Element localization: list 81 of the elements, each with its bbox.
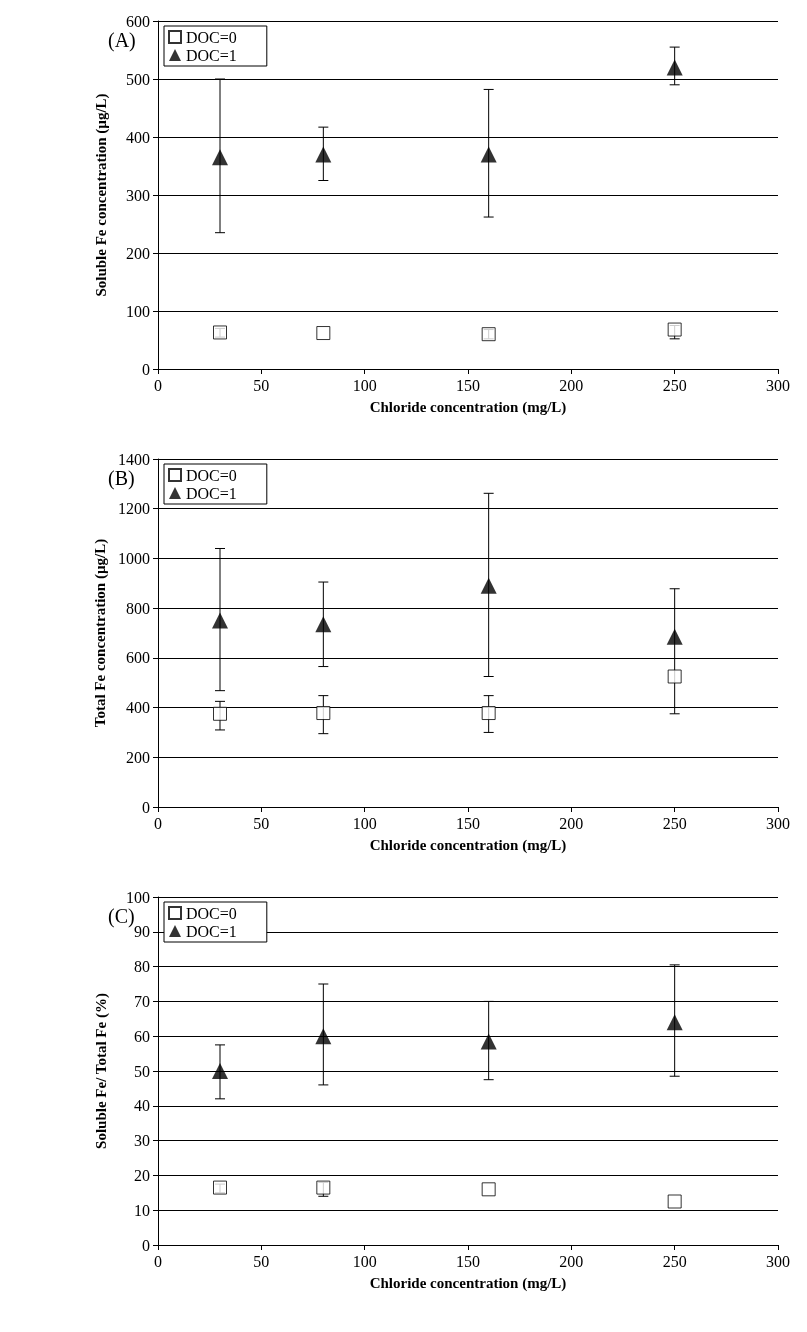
x-tick-label: 0 xyxy=(154,1252,162,1270)
x-tick-label: 150 xyxy=(456,814,480,832)
y-tick-label: 60 xyxy=(134,1027,150,1045)
point xyxy=(316,326,331,341)
x-tick-label: 200 xyxy=(559,814,584,832)
x-tick-label: 50 xyxy=(253,376,270,394)
point xyxy=(481,1182,496,1197)
y-tick-label: 90 xyxy=(134,923,150,941)
point xyxy=(667,669,682,684)
x-tick-label: 300 xyxy=(766,814,790,832)
y-tick-label: 1000 xyxy=(118,549,150,567)
x-tick-label: 100 xyxy=(352,814,377,832)
x-tick-label: 300 xyxy=(766,1252,790,1270)
text: (A) xyxy=(108,29,136,52)
y-tick-label: 0 xyxy=(142,798,150,816)
text: (B) xyxy=(108,467,135,490)
x-axis-title: Chloride concentration (mg/L) xyxy=(369,398,567,416)
y-tick-label: 300 xyxy=(126,186,150,204)
point xyxy=(315,146,332,163)
x-tick-label: 150 xyxy=(456,376,480,394)
point xyxy=(315,616,332,633)
y-tick-label: 80 xyxy=(134,958,150,976)
y-tick-label: 800 xyxy=(126,599,150,617)
y-tick-label: 0 xyxy=(142,1236,150,1254)
x-tick-label: 100 xyxy=(352,376,377,394)
y-tick-label: 200 xyxy=(126,748,150,766)
x-axis-title: Chloride concentration (mg/L) xyxy=(369,1274,567,1292)
point xyxy=(480,1033,497,1050)
point xyxy=(666,59,683,76)
point xyxy=(481,706,496,721)
y-tick-label: 30 xyxy=(134,1132,150,1150)
y-axis-title: Total Fe concentration (µg/L) xyxy=(91,538,109,728)
y-axis-title: Soluble Fe concentration (µg/L) xyxy=(92,93,110,297)
point xyxy=(667,1194,682,1209)
y-axis-title: Soluble Fe/ Total Fe (%) xyxy=(92,993,110,1149)
legend-label: DOC=0 xyxy=(186,466,237,484)
legend-label: DOC=1 xyxy=(186,922,237,940)
x-tick-label: 250 xyxy=(662,376,687,394)
x-tick-label: 50 xyxy=(253,1252,270,1270)
point xyxy=(315,1028,332,1045)
point xyxy=(212,612,228,629)
point xyxy=(480,146,497,163)
point xyxy=(316,706,331,721)
x-tick-label: 0 xyxy=(154,376,162,394)
legend-label: DOC=1 xyxy=(186,484,237,502)
y-tick-label: 400 xyxy=(126,699,150,717)
y-tick-label: 1200 xyxy=(118,500,150,518)
x-tick-label: 250 xyxy=(662,1252,687,1270)
x-tick-label: 100 xyxy=(352,1252,377,1270)
point xyxy=(212,149,228,166)
y-tick-label: 40 xyxy=(134,1097,150,1115)
y-tick-label: 100 xyxy=(126,888,150,906)
x-tick-label: 150 xyxy=(456,1252,480,1270)
y-tick-label: 10 xyxy=(134,1201,150,1219)
y-tick-label: 500 xyxy=(126,70,150,88)
y-tick-label: 400 xyxy=(126,128,150,146)
point xyxy=(480,577,497,594)
x-tick-label: 200 xyxy=(559,1252,584,1270)
point xyxy=(213,706,227,721)
legend-label: DOC=0 xyxy=(186,904,237,922)
point xyxy=(212,1063,228,1079)
x-tick-label: 200 xyxy=(559,376,584,394)
y-tick-label: 600 xyxy=(126,12,150,30)
x-tick-label: 0 xyxy=(154,814,162,832)
y-tick-label: 600 xyxy=(126,649,150,667)
x-tick-label: 300 xyxy=(766,376,790,394)
y-tick-label: 200 xyxy=(126,244,150,262)
x-tick-label: 250 xyxy=(662,814,687,832)
text: (C) xyxy=(108,905,135,928)
point xyxy=(666,1014,683,1031)
x-axis-title: Chloride concentration (mg/L) xyxy=(369,836,567,854)
y-tick-label: 50 xyxy=(134,1062,150,1080)
y-tick-label: 70 xyxy=(134,992,150,1010)
y-tick-label: 0 xyxy=(142,360,150,378)
x-tick-label: 50 xyxy=(253,814,270,832)
point xyxy=(666,628,683,645)
y-tick-label: 100 xyxy=(126,302,150,320)
legend-label: DOC=1 xyxy=(186,46,237,64)
legend-label: DOC=0 xyxy=(186,28,237,46)
y-tick-label: 20 xyxy=(134,1166,150,1184)
y-tick-label: 1400 xyxy=(118,450,150,468)
